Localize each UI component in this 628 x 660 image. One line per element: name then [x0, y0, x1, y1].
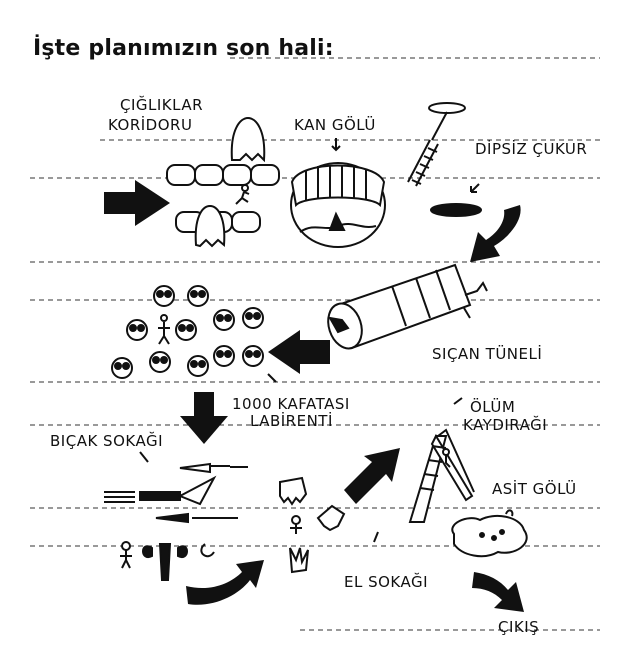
label-acid-lake: ASİT GÖLÜ — [492, 480, 577, 498]
page-title: İşte planımızın son hali: — [33, 36, 334, 61]
arrow-to-skulls — [268, 330, 330, 374]
label-knife-alley: BIÇAK SOKAĞI — [50, 432, 163, 450]
label-scream-corridor-1: ÇIĞLIKLAR — [120, 96, 204, 114]
label-hand-alley: EL SOKAĞI — [344, 573, 429, 591]
label-blood-lake: KAN GÖLÜ — [294, 116, 376, 134]
arrow-to-tunnel — [470, 205, 521, 262]
arrow-start — [104, 180, 170, 226]
death-slide — [408, 428, 475, 523]
acid-lake — [451, 509, 528, 558]
arrow-to-hands — [186, 560, 264, 605]
label-skull-maze-2: LABİRENTİ — [250, 412, 333, 430]
bottomless-pit — [407, 102, 482, 217]
hand-alley — [279, 476, 346, 574]
label-skull-maze-1: 1000 KAFATASI — [232, 395, 350, 413]
label-bottomless-pit: DİPSİZ ÇUKUR — [475, 140, 588, 158]
rat-tunnel — [327, 263, 488, 350]
arrow-to-slide — [344, 448, 400, 504]
blood-lake — [290, 162, 386, 248]
label-death-slide-2: KAYDIRAĞI — [463, 416, 548, 434]
label-rat-tunnel: SIÇAN TÜNELİ — [432, 345, 543, 363]
skull-maze — [111, 285, 264, 379]
label-exit: ÇIKIŞ — [498, 618, 540, 636]
knife-alley — [104, 462, 248, 581]
arrow-to-exit — [472, 572, 524, 612]
scream-corridor — [166, 116, 280, 248]
label-death-slide-1: ÖLÜM — [470, 398, 516, 416]
arrow-to-knives — [180, 392, 228, 444]
label-scream-corridor-2: KORİDORU — [108, 116, 193, 134]
